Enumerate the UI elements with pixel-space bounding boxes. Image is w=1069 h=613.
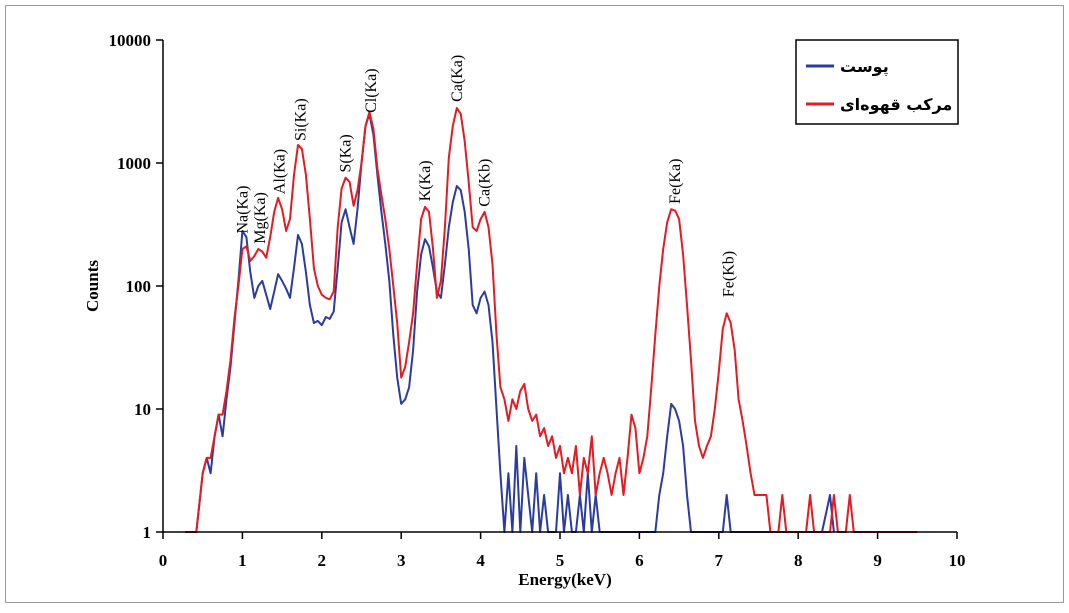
series-line-red <box>185 107 918 533</box>
peak-annotations: Na(Ka) Mg(Ka)Al(Ka)Si(Ka) S(Ka) Cl(Ka) K(Ka)… <box>234 55 737 297</box>
x-tick-label: 6 <box>635 551 644 570</box>
x-tick-label: 3 <box>397 551 406 570</box>
x-tick-label: 4 <box>476 551 485 570</box>
legend-box <box>795 39 959 125</box>
y-tick-label: 1000 <box>117 154 151 173</box>
x-tick-label: 2 <box>318 551 327 570</box>
x-tick-label: 8 <box>794 551 803 570</box>
peak-label: Al(Ka) <box>272 149 289 194</box>
figure-border <box>5 5 1064 603</box>
peak-label: Ca(Kb) <box>477 159 494 207</box>
peak-label: Si(Ka) <box>292 98 309 141</box>
x-tick-label: 5 <box>556 551 565 570</box>
peak-label: Ca(Ka) <box>449 55 466 102</box>
x-tick-label: 9 <box>873 551 882 570</box>
x-tick-label: 10 <box>949 551 966 570</box>
legend-label: پوست <box>840 57 889 77</box>
peak-label: Cl(Ka) <box>363 68 380 112</box>
peak-label: Na(Ka) <box>234 186 251 234</box>
x-tick-label: 0 <box>159 551 168 570</box>
y-tick-label: 10 <box>134 400 151 419</box>
y-tick-label: 10000 <box>109 31 152 50</box>
x-axis-title: Energy(keV) <box>518 570 611 589</box>
peak-label: Mg(Ka) <box>252 192 269 244</box>
y-axis-title: Counts <box>83 260 102 312</box>
y-tick-label: 1 <box>143 523 152 542</box>
x-tick-label: 1 <box>238 551 247 570</box>
peak-label: Fe(Kb) <box>720 251 737 297</box>
x-tick-label: 7 <box>715 551 724 570</box>
legend: پوست مرکب قهوه‌ای <box>795 39 959 125</box>
y-tick-label: 100 <box>126 277 152 296</box>
peak-label: S(Ka) <box>338 134 355 172</box>
legend-label: مرکب قهوه‌ای <box>840 95 952 114</box>
peak-label: Fe(Ka) <box>667 159 684 204</box>
peak-label: K(Ka) <box>417 160 434 201</box>
